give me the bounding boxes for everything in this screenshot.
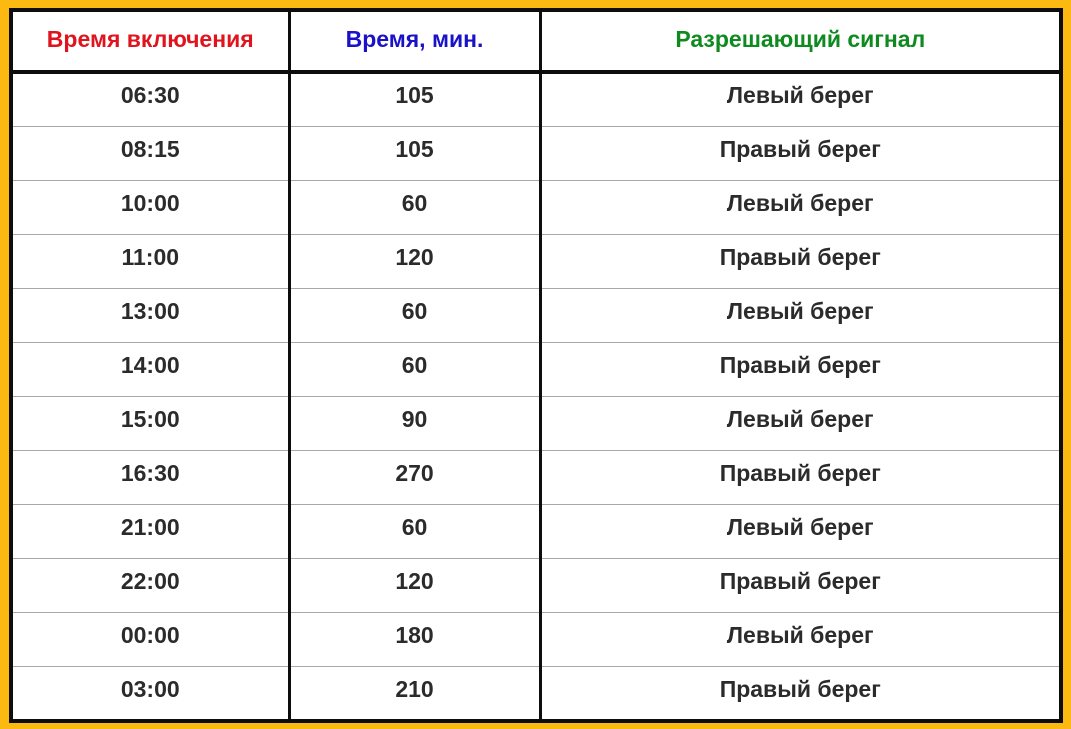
signal-cell: Левый берег xyxy=(538,395,1059,450)
start-time-cell: 21:00 xyxy=(13,503,289,558)
header-start-time: Время включения xyxy=(13,12,289,74)
schedule-table: Время включения Время, мин. Разрешающий … xyxy=(13,12,1059,720)
duration-cell: 60 xyxy=(287,341,540,396)
signal-cell: Левый берег xyxy=(538,72,1059,126)
header-row: Время включения Время, мин. Разрешающий … xyxy=(13,12,1059,74)
duration-cell: 270 xyxy=(287,449,540,504)
table-row: 15:00 90 Левый берег xyxy=(13,395,1059,450)
duration-cell: 60 xyxy=(287,179,540,234)
start-time-cell: 22:00 xyxy=(13,557,289,612)
duration-cell: 120 xyxy=(287,557,540,612)
duration-cell: 180 xyxy=(287,611,540,666)
duration-cell: 60 xyxy=(287,503,540,558)
signal-cell: Правый берег xyxy=(538,233,1059,288)
table-row: 13:00 60 Левый берег xyxy=(13,287,1059,342)
signal-cell: Левый берег xyxy=(538,179,1059,234)
table-row: 03:00 210 Правый берег xyxy=(13,665,1059,720)
start-time-cell: 14:00 xyxy=(13,341,289,396)
schedule-table-frame: Время включения Время, мин. Разрешающий … xyxy=(9,8,1063,723)
duration-cell: 90 xyxy=(287,395,540,450)
start-time-cell: 13:00 xyxy=(13,287,289,342)
header-duration: Время, мин. xyxy=(287,12,540,74)
start-time-cell: 03:00 xyxy=(13,665,289,720)
table-row: 08:15 105 Правый берег xyxy=(13,125,1059,180)
duration-cell: 120 xyxy=(287,233,540,288)
signal-cell: Правый берег xyxy=(538,557,1059,612)
signal-cell: Правый берег xyxy=(538,341,1059,396)
signal-cell: Правый берег xyxy=(538,125,1059,180)
start-time-cell: 06:30 xyxy=(120,82,180,109)
duration-cell: 210 xyxy=(287,665,540,720)
table-row: 00:00 180 Левый берег xyxy=(13,611,1059,666)
start-time-cell: 16:30 xyxy=(13,449,289,504)
signal-cell: Левый берег xyxy=(538,503,1059,558)
start-time-cell: 15:00 xyxy=(13,395,289,450)
duration-cell: 105 xyxy=(287,125,540,180)
table-row: 10:00 60 Левый берег xyxy=(13,179,1059,234)
table-row: 11:00 120 Правый берег xyxy=(13,233,1059,288)
duration-cell: 105 xyxy=(287,72,540,126)
signal-cell: Правый берег xyxy=(538,449,1059,504)
header-signal: Разрешающий сигнал xyxy=(538,12,1059,74)
table-row: 21:00 60 Левый берег xyxy=(13,503,1059,558)
table-row: 06:30 105 Левый берег xyxy=(13,72,1059,126)
table-row: 16:30 270 Правый берег xyxy=(13,449,1059,504)
table-row: 14:00 60 Правый берег xyxy=(13,341,1059,396)
start-time-cell: 08:15 xyxy=(13,125,289,180)
signal-cell: Левый берег xyxy=(538,287,1059,342)
start-time-cell: 11:00 xyxy=(13,233,289,288)
table-row: 22:00 120 Правый берег xyxy=(13,557,1059,612)
duration-cell: 60 xyxy=(287,287,540,342)
signal-cell: Правый берег xyxy=(538,665,1059,720)
start-time-cell: 10:00 xyxy=(13,179,289,234)
signal-cell: Левый берег xyxy=(538,611,1059,666)
start-time-cell: 00:00 xyxy=(13,611,289,666)
